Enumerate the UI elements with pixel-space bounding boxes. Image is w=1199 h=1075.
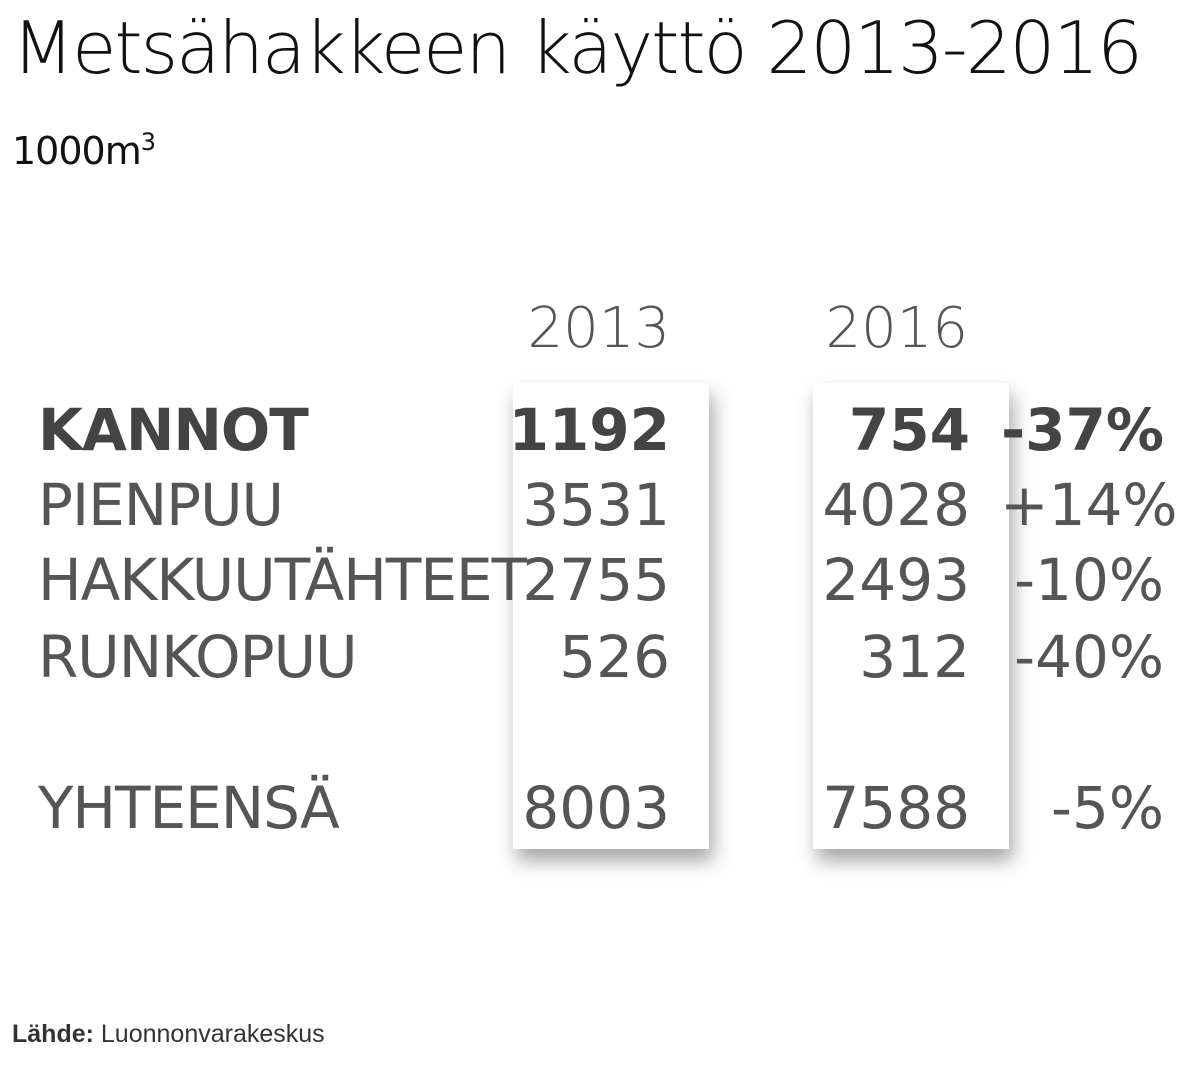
- row-4-value-2013: 8003: [522, 774, 670, 842]
- row-0-change: -37%: [1001, 396, 1164, 464]
- row-4-label: YHTEENSÄ: [38, 774, 340, 842]
- unit-exponent: 3: [140, 128, 156, 156]
- source-label: Lähde:: [12, 1020, 94, 1048]
- row-0-label: KANNOT: [38, 396, 309, 464]
- row-1-value-2016: 4028: [822, 471, 970, 539]
- row-3-value-2016: 312: [859, 623, 970, 691]
- row-2-label: HAKKUUTÄHTEET: [38, 546, 527, 614]
- row-0-value-2016: 754: [848, 396, 970, 464]
- source-note: Lähde: Luonnonvarakeskus: [12, 1020, 325, 1049]
- column-2016-panel: [813, 383, 1009, 849]
- row-3-change: -40%: [1014, 623, 1164, 691]
- unit-label: 1000m3: [12, 128, 156, 173]
- row-1-label: PIENPUU: [38, 471, 284, 539]
- row-4-change: -5%: [1051, 774, 1164, 842]
- chart-title: Metsähakkeen käyttö 2013-2016: [12, 6, 1143, 90]
- source-text: Luonnonvarakeskus: [100, 1020, 325, 1048]
- column-2013-panel: [513, 383, 709, 849]
- column-header-2016: 2016: [825, 296, 968, 361]
- row-1-change: +14%: [1000, 471, 1178, 539]
- row-0-value-2013: 1192: [508, 396, 670, 464]
- column-header-2013: 2013: [527, 296, 670, 361]
- row-2-change: -10%: [1014, 546, 1164, 614]
- row-4-value-2016: 7588: [822, 774, 970, 842]
- row-3-label: RUNKOPUU: [38, 623, 358, 691]
- unit-base: 1000m: [12, 129, 142, 173]
- row-2-value-2016: 2493: [822, 546, 970, 614]
- row-3-value-2013: 526: [559, 623, 670, 691]
- row-2-value-2013: 2755: [522, 546, 670, 614]
- row-1-value-2013: 3531: [522, 471, 670, 539]
